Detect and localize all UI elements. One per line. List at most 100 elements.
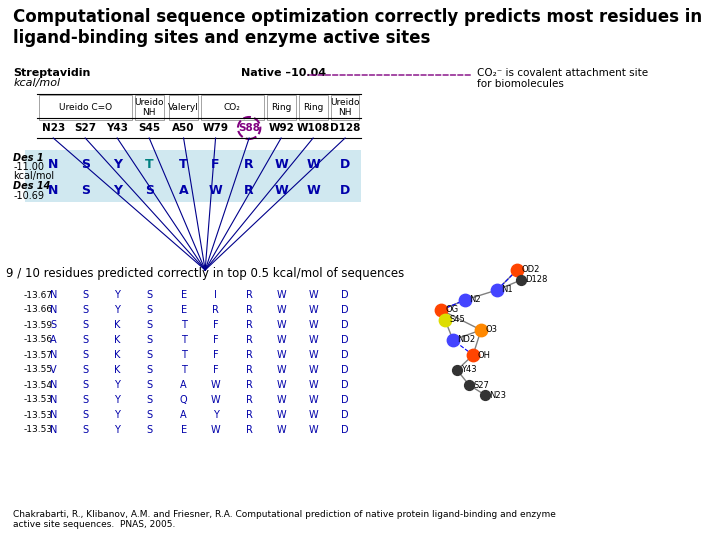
Text: 9 / 10 residues predicted correctly in top 0.5 kcal/mol of sequences: 9 / 10 residues predicted correctly in t… (6, 267, 405, 280)
Text: -13.59: -13.59 (24, 321, 53, 329)
Text: T: T (181, 365, 186, 375)
Text: R: R (246, 365, 253, 375)
Point (491, 286, 503, 294)
FancyBboxPatch shape (169, 95, 198, 120)
Text: R: R (246, 350, 253, 360)
Text: W: W (276, 380, 286, 390)
Text: D: D (341, 335, 349, 345)
Text: S45: S45 (138, 123, 161, 133)
Text: T: T (181, 320, 186, 330)
Text: Y: Y (114, 305, 120, 315)
Text: Valeryl: Valeryl (168, 103, 199, 112)
Text: W: W (276, 410, 286, 420)
Text: K: K (114, 335, 120, 345)
Text: S: S (146, 395, 152, 405)
Text: N: N (50, 395, 57, 405)
Text: F: F (212, 320, 218, 330)
Text: S: S (82, 395, 89, 405)
Text: W: W (306, 184, 320, 197)
Text: D: D (341, 380, 349, 390)
Text: T: T (181, 335, 186, 345)
Text: OH: OH (477, 350, 490, 360)
Text: D: D (341, 305, 349, 315)
Text: -13.56: -13.56 (24, 335, 53, 345)
Text: W: W (211, 380, 220, 390)
Text: R: R (246, 320, 253, 330)
Point (511, 266, 523, 274)
Text: R: R (246, 395, 253, 405)
Text: -13.67: -13.67 (24, 291, 53, 300)
Text: F: F (211, 158, 220, 171)
Text: -10.69: -10.69 (13, 191, 44, 201)
Text: T: T (179, 158, 188, 171)
Text: N2: N2 (469, 295, 481, 305)
Text: Y: Y (212, 410, 218, 420)
Text: N: N (50, 350, 57, 360)
Text: W: W (276, 290, 286, 300)
Text: -13.53: -13.53 (24, 395, 53, 404)
Text: S27: S27 (74, 123, 96, 133)
Text: W: W (276, 305, 286, 315)
Text: R: R (246, 290, 253, 300)
Text: -13.66: -13.66 (24, 306, 53, 314)
Text: R: R (244, 158, 254, 171)
Point (467, 350, 479, 359)
Text: R: R (212, 305, 219, 315)
Text: W: W (276, 320, 286, 330)
Text: S: S (146, 305, 152, 315)
Text: W: W (306, 158, 320, 171)
Text: W: W (211, 395, 220, 405)
Text: W: W (276, 425, 286, 435)
Text: W: W (209, 184, 222, 197)
FancyBboxPatch shape (25, 178, 361, 202)
Text: Y43: Y43 (461, 366, 477, 375)
Text: N: N (48, 184, 58, 197)
Text: W: W (308, 365, 318, 375)
Text: D: D (341, 425, 349, 435)
Text: S: S (145, 184, 153, 197)
Text: D: D (341, 395, 349, 405)
Text: A: A (179, 184, 189, 197)
Text: W: W (276, 365, 286, 375)
Text: W: W (308, 425, 318, 435)
Text: Y: Y (114, 290, 120, 300)
Text: R: R (246, 335, 253, 345)
Text: R: R (246, 380, 253, 390)
Text: S: S (82, 365, 89, 375)
FancyBboxPatch shape (266, 95, 295, 120)
FancyBboxPatch shape (25, 150, 361, 178)
Text: W: W (308, 305, 318, 315)
Point (516, 276, 527, 285)
Text: A50: A50 (172, 123, 195, 133)
Text: Chakrabarti, R., Klibanov, A.M. and Friesner, R.A. Computational prediction of n: Chakrabarti, R., Klibanov, A.M. and Frie… (13, 510, 556, 519)
Text: D: D (340, 158, 350, 171)
Text: W: W (308, 335, 318, 345)
Text: N: N (50, 410, 57, 420)
Text: A: A (50, 335, 57, 345)
Text: Des 14: Des 14 (13, 181, 50, 191)
Text: S: S (146, 335, 152, 345)
Text: S88: S88 (238, 123, 260, 133)
Point (480, 390, 491, 399)
Text: S: S (82, 410, 89, 420)
FancyBboxPatch shape (330, 95, 359, 120)
Point (475, 326, 487, 334)
Text: D: D (341, 290, 349, 300)
Text: I: I (214, 290, 217, 300)
Text: S: S (146, 410, 152, 420)
Text: F: F (212, 350, 218, 360)
Text: active site sequences.  PNAS, 2005.: active site sequences. PNAS, 2005. (13, 520, 176, 529)
Text: Y: Y (113, 184, 122, 197)
Text: -13.53: -13.53 (24, 410, 53, 420)
Text: K: K (114, 320, 120, 330)
Text: Ureido
NH: Ureido NH (135, 98, 164, 117)
Text: Y43: Y43 (107, 123, 128, 133)
Text: -11.00: -11.00 (13, 162, 44, 172)
Text: -13.57: -13.57 (24, 350, 53, 360)
Text: N: N (48, 158, 58, 171)
FancyBboxPatch shape (135, 95, 163, 120)
Text: ND2: ND2 (457, 335, 475, 345)
Text: W: W (274, 184, 288, 197)
Text: Y: Y (113, 158, 122, 171)
Point (439, 316, 451, 325)
